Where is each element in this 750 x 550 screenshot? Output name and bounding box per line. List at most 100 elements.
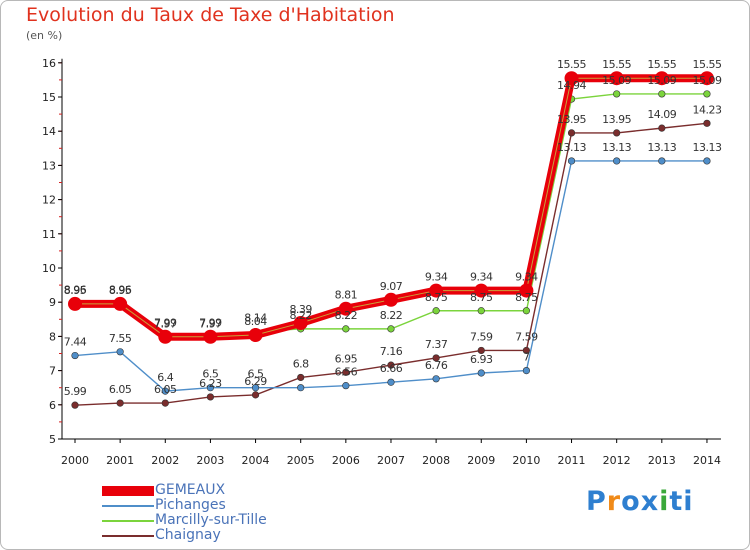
data-point xyxy=(429,283,444,298)
data-label: 9.34 xyxy=(515,271,538,284)
data-label: 13.13 xyxy=(602,141,631,154)
data-point xyxy=(432,375,440,383)
data-label: 8.14 xyxy=(244,312,267,325)
data-point xyxy=(342,325,350,333)
data-point xyxy=(477,307,485,315)
legend-label: Pichanges xyxy=(155,497,226,513)
legend-swatch-chaignay xyxy=(102,534,154,537)
y-tick-label: 7 xyxy=(49,365,56,378)
data-point xyxy=(251,391,260,399)
data-point xyxy=(613,129,621,137)
legend-swatch-marcilly xyxy=(102,519,154,522)
data-label: 7 xyxy=(523,351,530,364)
data-label: 7.37 xyxy=(425,338,448,351)
data-point xyxy=(383,292,398,307)
x-tick-label: 2002 xyxy=(151,454,179,467)
data-label: 8.04 xyxy=(244,315,267,328)
data-label: 5.99 xyxy=(64,385,87,398)
data-label: 6.93 xyxy=(470,353,493,366)
x-tick-label: 2006 xyxy=(332,454,360,467)
data-point xyxy=(613,90,621,98)
x-tick-label: 2007 xyxy=(377,454,405,467)
data-label: 14.09 xyxy=(647,108,676,121)
legend-swatch-gemeaux xyxy=(102,485,154,496)
x-tick-label: 2008 xyxy=(422,454,450,467)
data-label: 9.34 xyxy=(470,271,493,284)
data-label: 6.66 xyxy=(380,362,403,375)
chart-title: Evolution du Taux de Taxe d'Habitation xyxy=(26,4,395,26)
data-point xyxy=(297,384,305,392)
data-point xyxy=(699,71,714,86)
data-label: 9.34 xyxy=(425,271,448,284)
y-tick-label: 16 xyxy=(42,57,56,70)
data-label: 7.55 xyxy=(109,332,132,345)
logo-letter: r xyxy=(606,486,622,517)
data-label: 13.95 xyxy=(602,113,631,126)
data-point xyxy=(293,316,308,331)
logo-letter: i xyxy=(659,486,670,517)
data-point xyxy=(68,296,82,311)
y-tick-label: 11 xyxy=(42,228,56,241)
data-point xyxy=(703,90,711,98)
logo-letter: P xyxy=(586,486,607,517)
data-label: 7.44 xyxy=(64,336,87,349)
data-point xyxy=(113,296,128,311)
data-label: 14.23 xyxy=(692,103,721,116)
data-label: 8.81 xyxy=(335,289,358,302)
data-point xyxy=(338,301,353,316)
data-point xyxy=(342,382,350,390)
data-label: 8.75 xyxy=(470,291,493,304)
data-label: 8.22 xyxy=(289,309,312,322)
logo-letter: x xyxy=(640,486,660,517)
data-label: 6.4 xyxy=(157,371,173,384)
data-label: 6.5 xyxy=(202,368,218,381)
data-label: 15.09 xyxy=(692,74,721,87)
data-point xyxy=(522,367,531,375)
data-point xyxy=(564,71,579,86)
data-point xyxy=(703,119,711,127)
data-label: 7.97 xyxy=(199,317,222,330)
data-point xyxy=(567,129,576,137)
data-label: 7.59 xyxy=(470,330,493,343)
y-tick-label: 13 xyxy=(42,159,56,172)
data-label: 8.96 xyxy=(109,284,132,297)
data-point xyxy=(432,354,440,362)
data-point xyxy=(522,346,531,355)
data-label: 8.95 xyxy=(64,284,87,297)
data-label: 13.13 xyxy=(692,141,721,154)
data-label: 13.95 xyxy=(557,113,586,126)
legend-item: GEMEAUX xyxy=(102,483,267,498)
data-label: 7.59 xyxy=(515,330,538,343)
data-label: 6.23 xyxy=(199,377,222,390)
legend-item: Pichanges xyxy=(102,498,267,513)
data-label: 6.76 xyxy=(425,359,448,372)
data-label: 8.95 xyxy=(109,284,132,297)
data-point xyxy=(387,378,395,386)
data-point xyxy=(158,329,173,344)
data-point xyxy=(251,384,260,392)
data-label: 8.75 xyxy=(425,291,448,304)
data-point xyxy=(654,71,669,86)
data-point xyxy=(71,401,79,409)
legend-item: Marcilly-sur-Tille xyxy=(102,513,267,528)
data-point xyxy=(477,346,485,355)
data-label: 7.99 xyxy=(154,317,177,330)
chart-subtitle: (en %) xyxy=(26,29,63,42)
data-point xyxy=(116,399,124,407)
data-point xyxy=(519,283,534,298)
data-label: 8.39 xyxy=(289,303,312,316)
data-point xyxy=(613,157,621,165)
data-point xyxy=(297,373,305,382)
x-tick-label: 2009 xyxy=(467,454,495,467)
data-point xyxy=(703,157,711,165)
legend-swatch-pichanges xyxy=(102,504,154,507)
data-point xyxy=(161,387,169,395)
data-label: 9.07 xyxy=(380,280,403,293)
data-point xyxy=(161,399,169,407)
x-tick-label: 2000 xyxy=(61,454,89,467)
data-point xyxy=(342,368,350,376)
data-label: 6.5 xyxy=(248,368,264,381)
data-label: 8.75 xyxy=(515,291,538,304)
y-tick-label: 14 xyxy=(42,125,56,138)
